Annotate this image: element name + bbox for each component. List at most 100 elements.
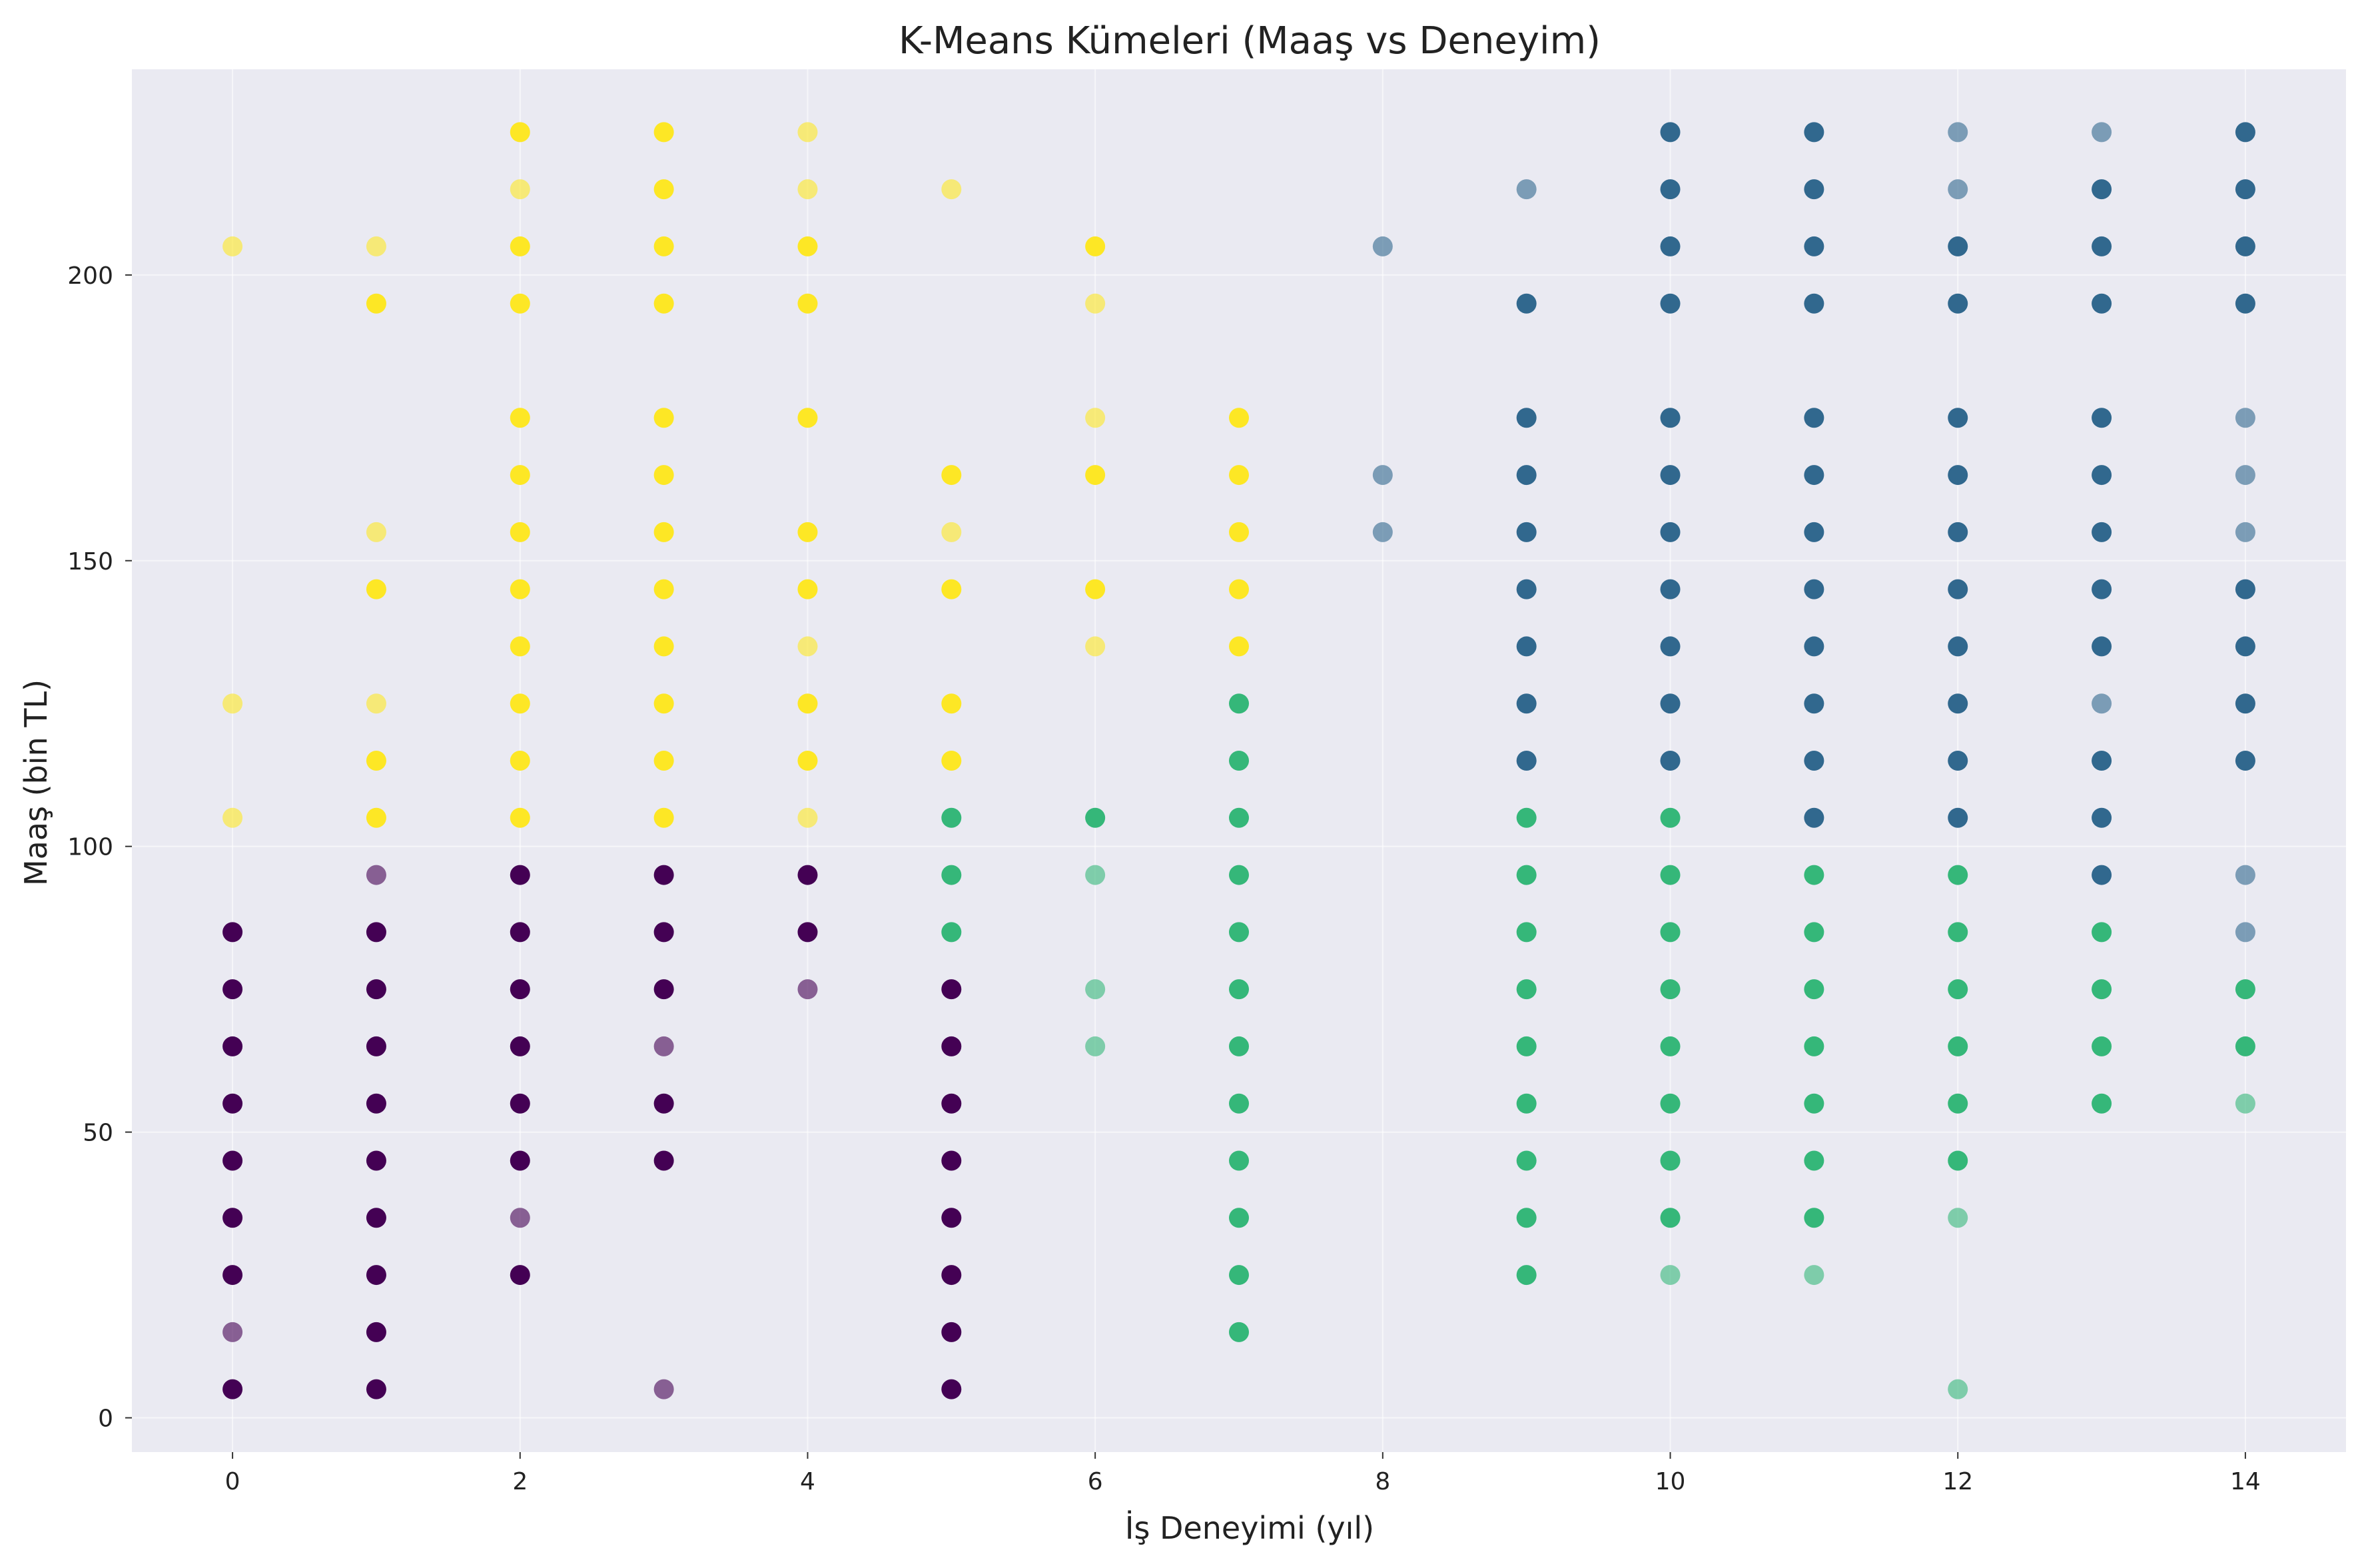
data-points [222, 122, 2255, 1399]
x-tick-label: 4 [800, 1468, 815, 1495]
data-point [510, 1036, 530, 1056]
data-point [1660, 751, 1681, 771]
data-point [1804, 293, 1824, 314]
data-point [941, 179, 962, 200]
data-point [2235, 236, 2255, 256]
data-point [1948, 922, 1968, 943]
data-point [797, 751, 818, 771]
data-point [2092, 579, 2112, 599]
data-point [653, 636, 674, 657]
data-point [1516, 293, 1537, 314]
data-point [1516, 1093, 1537, 1114]
data-point [941, 579, 962, 599]
data-point [2092, 979, 2112, 1000]
data-point [1804, 236, 1824, 256]
data-point [1229, 1265, 1249, 1286]
data-point [797, 179, 818, 200]
axis-ticks: 0 2 4 6 8 10 12 14 0 50 100 150 200 [67, 262, 2261, 1495]
data-point [941, 522, 962, 542]
data-point [1516, 979, 1537, 1000]
data-point [653, 979, 674, 1000]
data-point [366, 693, 386, 714]
x-tick-label: 14 [2230, 1468, 2261, 1495]
data-point [1229, 979, 1249, 1000]
data-point [222, 1036, 243, 1056]
data-point [366, 1379, 386, 1399]
data-point [1948, 122, 1968, 143]
data-point [510, 408, 530, 428]
data-point [1229, 751, 1249, 771]
data-point [2235, 1036, 2255, 1056]
data-point [1372, 522, 1393, 542]
data-point [653, 1036, 674, 1056]
x-tick-label: 8 [1375, 1468, 1390, 1495]
data-point [366, 1322, 386, 1342]
data-point [222, 922, 243, 943]
data-point [1948, 865, 1968, 885]
y-tick-label: 0 [98, 1405, 113, 1433]
data-point [1516, 579, 1537, 599]
data-point [366, 1150, 386, 1171]
data-point [1804, 979, 1824, 1000]
data-point [1804, 922, 1824, 943]
data-point [1085, 293, 1106, 314]
data-point [797, 865, 818, 885]
data-point [797, 293, 818, 314]
data-point [941, 1208, 962, 1228]
data-point [1804, 693, 1824, 714]
data-point [2092, 693, 2112, 714]
data-point [2235, 693, 2255, 714]
data-point [1804, 179, 1824, 200]
data-point [941, 693, 962, 714]
data-point [1660, 693, 1681, 714]
data-point [1372, 236, 1393, 256]
data-point [366, 579, 386, 599]
data-point [366, 751, 386, 771]
data-point [2235, 522, 2255, 542]
data-point [1660, 293, 1681, 314]
x-axis-label: İş Deneyimi (yıl) [1125, 1510, 1374, 1546]
data-point [510, 1208, 530, 1228]
data-point [510, 1265, 530, 1286]
x-tick-label: 10 [1655, 1468, 1686, 1495]
data-point [1516, 693, 1537, 714]
data-point [797, 522, 818, 542]
data-point [366, 293, 386, 314]
data-point [366, 865, 386, 885]
data-point [1804, 865, 1824, 885]
data-point [653, 1379, 674, 1399]
data-point [941, 865, 962, 885]
data-point [653, 922, 674, 943]
data-point [1660, 1036, 1681, 1056]
data-point [1372, 465, 1393, 486]
data-point [653, 179, 674, 200]
data-point [1948, 1093, 1968, 1114]
data-point [510, 922, 530, 943]
data-point [1660, 236, 1681, 256]
data-point [222, 1379, 243, 1399]
data-point [1660, 522, 1681, 542]
data-point [2235, 293, 2255, 314]
data-point [1948, 522, 1968, 542]
data-point [222, 1208, 243, 1228]
data-point [941, 979, 962, 1000]
data-point [797, 693, 818, 714]
data-point [941, 807, 962, 828]
data-point [1660, 579, 1681, 599]
data-point [2092, 522, 2112, 542]
data-point [1804, 1093, 1824, 1114]
data-point [797, 636, 818, 657]
data-point [1660, 1265, 1681, 1286]
data-point [797, 579, 818, 599]
data-point [2235, 408, 2255, 428]
data-point [366, 1036, 386, 1056]
data-point [1516, 1208, 1537, 1228]
data-point [2092, 1036, 2112, 1056]
data-point [1229, 579, 1249, 599]
data-point [1516, 1265, 1537, 1286]
data-point [2235, 465, 2255, 486]
data-point [1085, 465, 1106, 486]
data-point [1229, 922, 1249, 943]
data-point [222, 1322, 243, 1342]
data-point [1660, 465, 1681, 486]
